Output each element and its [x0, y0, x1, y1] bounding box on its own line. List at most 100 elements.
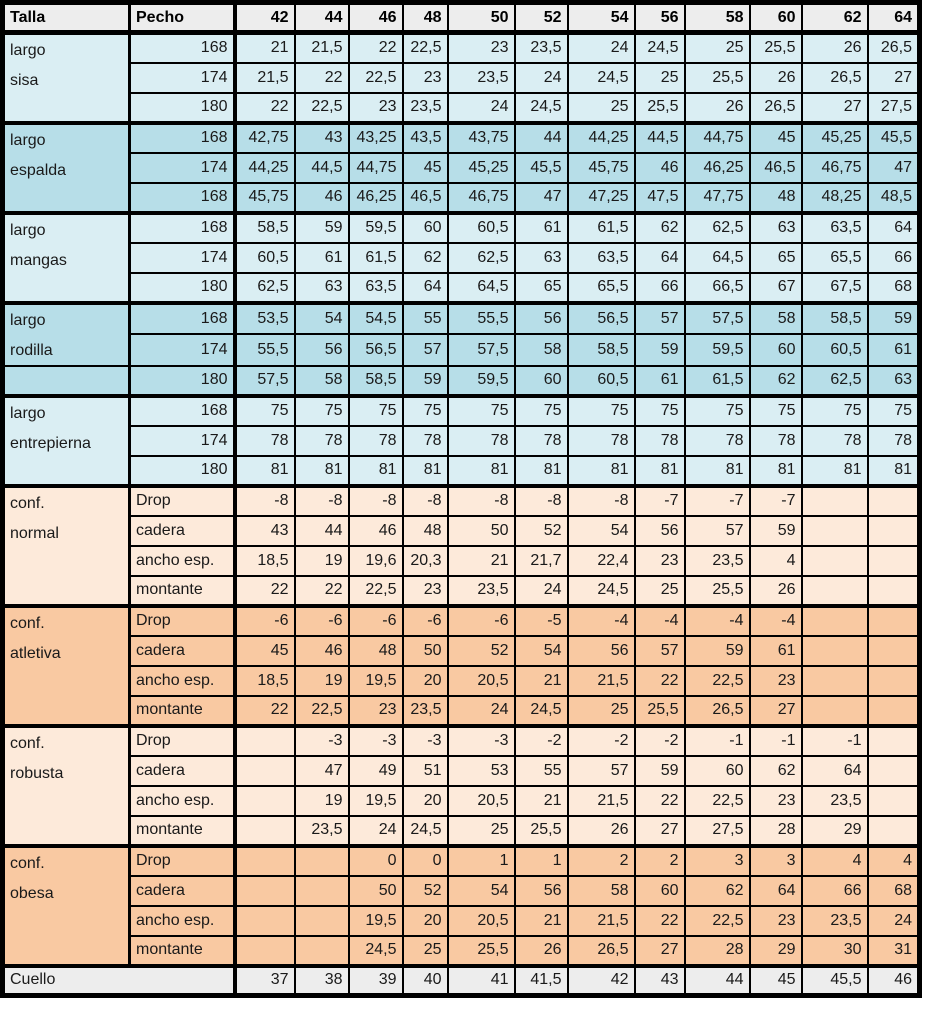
- value-cell-largo-espalda-1-44: 44,5: [293, 151, 350, 184]
- value-cell-largo-rodilla-1-58: 59,5: [683, 333, 751, 367]
- value-cell-largo-sisa-2-64: 27,5: [866, 91, 921, 124]
- value-cell-largo-mangas-2-54: 65,5: [566, 271, 636, 304]
- value-cell-conf-normal-3-48: 23: [401, 574, 449, 607]
- value-cell-largo-entrepierna-2-46: 81: [347, 454, 404, 487]
- row-header-largo-sisa-0: 168: [128, 30, 236, 64]
- section-label-conf-robusta: conf. robusta: [1, 723, 131, 847]
- header-size-42: 42: [232, 1, 296, 35]
- cuello-value-60: 45: [748, 963, 803, 997]
- table-row-largo-espalda-1: 174 44,25 44,5 44,75 45 45,25 45,5 45,75 46 46,25…: [3, 151, 921, 184]
- value-cell-largo-sisa-2-54: 25: [566, 91, 636, 124]
- table-row-conf-obesa-3: montante 24,5 25 25,5 26 26,5 27 28 29 30 31: [3, 934, 921, 967]
- row-header-conf-atletiva-0: Drop: [128, 603, 236, 637]
- value-cell-conf-normal-2-60: 4: [748, 544, 803, 577]
- table-row-conf-robusta-1: cadera 47 49 51 53 55 57 59 60 62 64: [3, 754, 921, 787]
- value-cell-largo-mangas-0-60: 63: [748, 210, 803, 244]
- value-cell-conf-robusta-3-64: [866, 814, 921, 847]
- value-cell-largo-sisa-2-50: 24: [446, 91, 516, 124]
- value-cell-conf-robusta-0-54: -2: [566, 723, 636, 757]
- section-label-line: robusta: [10, 764, 64, 782]
- value-cell-conf-atletiva-2-46: 19,5: [347, 664, 404, 697]
- value-cell-largo-rodilla-2-58: 61,5: [683, 364, 751, 397]
- value-cell-conf-robusta-0-60: -1: [748, 723, 803, 757]
- value-cell-conf-robusta-1-62: 64: [800, 754, 869, 787]
- value-cell-largo-mangas-2-52: 65: [513, 271, 569, 304]
- table-row-largo-rodilla-1: 174 55,5 56 56,5 57 57,5 58 58,5 59 59,5 60 60,5 61: [3, 333, 921, 367]
- value-cell-largo-entrepierna-2-44: 81: [293, 454, 350, 487]
- value-cell-conf-normal-1-44: 44: [293, 514, 350, 547]
- value-cell-largo-espalda-2-52: 47: [513, 181, 569, 214]
- table-row-largo-rodilla-2: 180 57,5 58 58,5 59 59,5 60 60,5 61 61,5 62 62,5 63: [1, 364, 921, 397]
- value-cell-largo-mangas-1-50: 62,5: [446, 241, 516, 274]
- table-row-conf-robusta-0: conf. robusta Drop -3 -3 -3 -3 -2 -2 -2 -1 -1 -1: [1, 723, 921, 847]
- value-cell-largo-mangas-2-48: 64: [401, 271, 449, 304]
- value-cell-conf-atletiva-0-62: [800, 603, 869, 637]
- value-cell-conf-atletiva-1-56: 57: [633, 634, 686, 667]
- value-cell-conf-atletiva-1-44: 46: [293, 634, 350, 667]
- value-cell-conf-obesa-2-42: [232, 904, 296, 937]
- value-cell-largo-entrepierna-1-50: 78: [446, 424, 516, 457]
- value-cell-conf-obesa-2-44: [293, 904, 350, 937]
- value-cell-largo-mangas-0-54: 61,5: [566, 210, 636, 244]
- value-cell-largo-espalda-0-56: 44,5: [633, 120, 686, 154]
- value-cell-conf-normal-3-42: 22: [232, 574, 296, 607]
- value-cell-conf-robusta-2-60: 23: [748, 784, 803, 817]
- value-cell-conf-normal-3-60: 26: [748, 574, 803, 607]
- value-cell-conf-robusta-2-50: 20,5: [446, 784, 516, 817]
- value-cell-conf-normal-1-54: 54: [566, 514, 636, 547]
- table-row-conf-obesa-2: ancho esp. 19,5 20 20,5 21 21,5 22 22,5 23 23,5 24: [3, 904, 921, 937]
- row-header-conf-robusta-3: montante: [128, 814, 236, 847]
- row-header-largo-rodilla-0: 168: [128, 300, 236, 335]
- value-cell-conf-obesa-3-44: [293, 934, 350, 967]
- value-cell-conf-atletiva-1-50: 52: [446, 634, 516, 667]
- value-cell-conf-atletiva-2-48: 20: [401, 664, 449, 697]
- value-cell-conf-robusta-0-62: -1: [800, 723, 869, 757]
- value-cell-largo-mangas-0-44: 59: [293, 210, 350, 244]
- value-cell-largo-mangas-1-54: 63,5: [566, 241, 636, 274]
- value-cell-largo-rodilla-2-54: 60,5: [566, 364, 636, 397]
- row-header-conf-atletiva-3: montante: [128, 694, 236, 727]
- value-cell-largo-entrepierna-2-62: 81: [800, 454, 869, 487]
- value-cell-largo-sisa-1-60: 26: [748, 61, 803, 94]
- cuello-value-50: 41: [446, 963, 516, 997]
- value-cell-conf-robusta-3-60: 28: [748, 814, 803, 847]
- value-cell-conf-robusta-3-58: 27,5: [683, 814, 751, 847]
- value-cell-conf-robusta-1-46: 49: [347, 754, 404, 787]
- row-header-conf-normal-3: montante: [128, 574, 236, 607]
- value-cell-largo-rodilla-1-64: 61: [866, 333, 921, 367]
- value-cell-conf-robusta-0-46: -3: [347, 723, 404, 757]
- table-row-conf-atletiva-3: montante 22 22,5 23 23,5 24 24,5 25 25,5 26,5 27: [3, 694, 921, 727]
- value-cell-largo-rodilla-2-64: 63: [866, 364, 921, 397]
- value-cell-conf-normal-3-50: 23,5: [446, 574, 516, 607]
- value-cell-largo-espalda-0-62: 45,25: [800, 120, 869, 154]
- value-cell-conf-atletiva-3-62: [800, 694, 869, 727]
- value-cell-conf-robusta-1-42: [232, 754, 296, 787]
- value-cell-conf-robusta-2-54: 21,5: [566, 784, 636, 817]
- value-cell-conf-atletiva-1-64: [866, 634, 921, 667]
- value-cell-conf-normal-1-58: 57: [683, 514, 751, 547]
- value-cell-conf-obesa-3-62: 30: [800, 934, 869, 967]
- value-cell-largo-entrepierna-1-42: 78: [232, 424, 296, 457]
- value-cell-conf-normal-0-48: -8: [401, 483, 449, 517]
- value-cell-conf-atletiva-3-64: [866, 694, 921, 727]
- value-cell-largo-sisa-1-48: 23: [401, 61, 449, 94]
- value-cell-conf-normal-3-46: 22,5: [347, 574, 404, 607]
- value-cell-conf-normal-1-64: [866, 514, 921, 547]
- header-size-50: 50: [446, 1, 516, 35]
- value-cell-largo-entrepierna-1-58: 78: [683, 424, 751, 457]
- value-cell-largo-entrepierna-0-52: 75: [513, 393, 569, 427]
- value-cell-largo-sisa-0-52: 23,5: [513, 30, 569, 64]
- value-cell-conf-atletiva-2-54: 21,5: [566, 664, 636, 697]
- value-cell-largo-sisa-2-42: 22: [232, 91, 296, 124]
- value-cell-largo-rodilla-0-54: 56,5: [566, 300, 636, 335]
- value-cell-largo-entrepierna-0-58: 75: [683, 393, 751, 427]
- value-cell-largo-sisa-1-52: 24: [513, 61, 569, 94]
- value-cell-largo-rodilla-2-50: 59,5: [446, 364, 516, 397]
- value-cell-conf-obesa-1-58: 62: [683, 874, 751, 907]
- value-cell-largo-espalda-2-46: 46,25: [347, 181, 404, 214]
- value-cell-largo-mangas-1-46: 61,5: [347, 241, 404, 274]
- row-header-largo-entrepierna-2: 180: [128, 454, 236, 487]
- value-cell-largo-espalda-0-50: 43,75: [446, 120, 516, 154]
- value-cell-largo-mangas-2-64: 68: [866, 271, 921, 304]
- value-cell-conf-obesa-1-60: 64: [748, 874, 803, 907]
